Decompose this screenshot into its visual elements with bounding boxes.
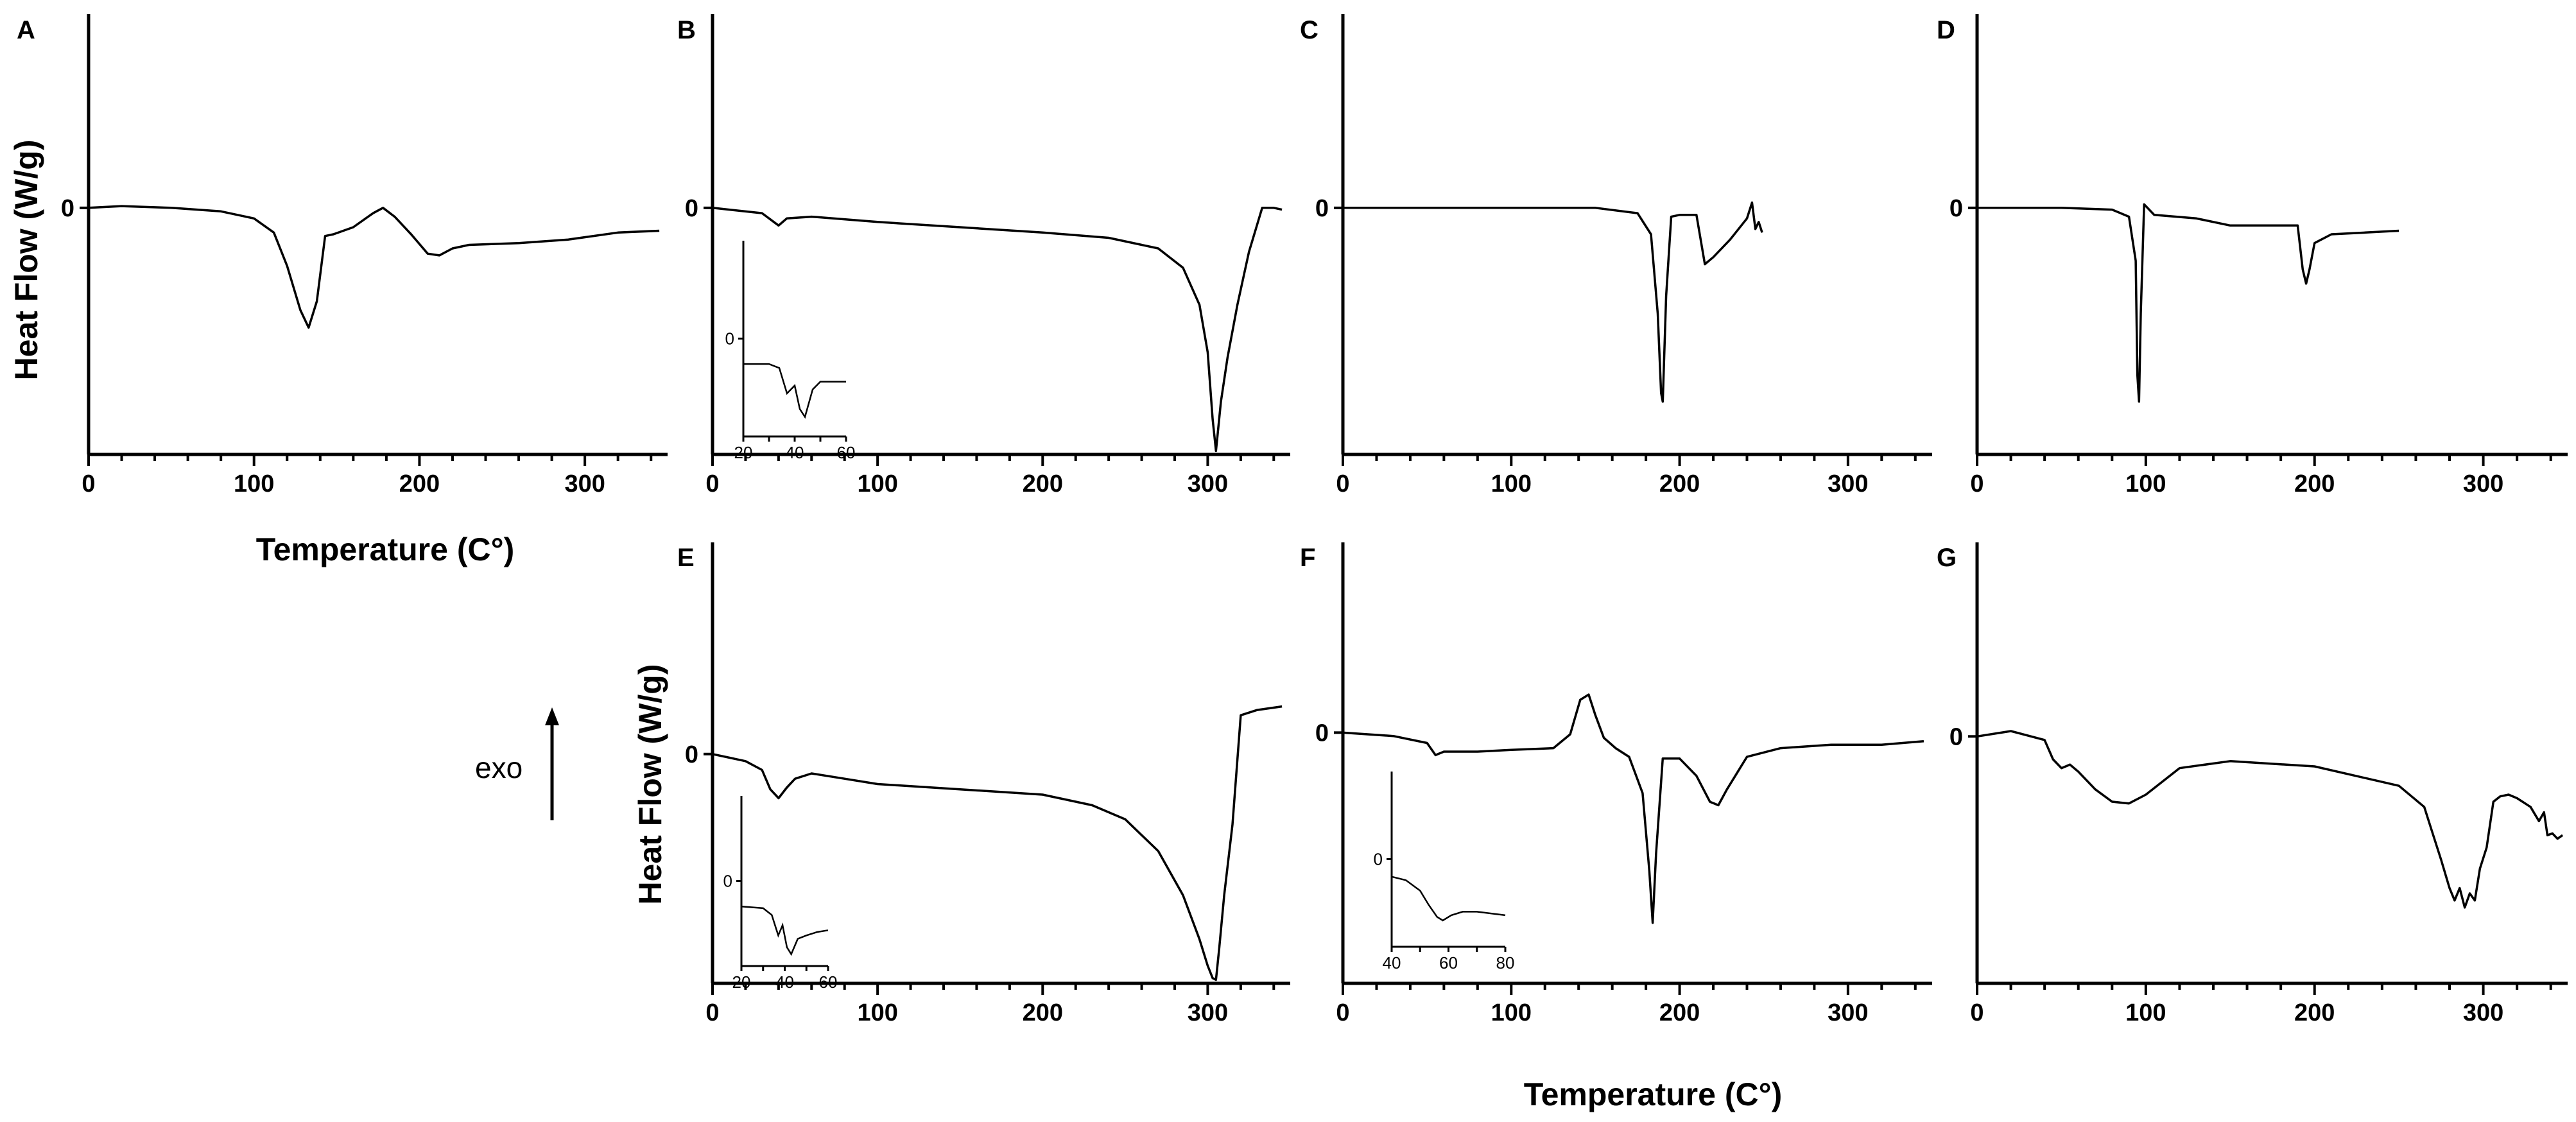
y-zero-label: 0 — [685, 195, 698, 222]
exo-label: exo — [475, 751, 523, 784]
heat-flow-curve — [88, 205, 660, 329]
x-tick-label: 100 — [2125, 999, 2166, 1026]
panel-a: A 0 0 100 200 300 — [17, 14, 668, 497]
inset-x-tick-label: 80 — [1496, 953, 1515, 972]
heat-flow-curve — [712, 207, 1283, 453]
x-tick-label: 200 — [399, 470, 440, 497]
x-tick-label: 100 — [1491, 470, 1532, 497]
inset-plot: 0 20 40 60 — [725, 241, 856, 462]
heat-flow-curve — [1977, 203, 2399, 403]
y-zero-label: 0 — [1949, 195, 1963, 222]
panel-f: F 0 0 100 200 300 0 40 60 80 — [1300, 542, 1932, 1026]
x-tick-label: 300 — [2463, 999, 2503, 1026]
inset-x-tick-label: 40 — [786, 443, 804, 462]
inset-x-tick-label: 60 — [837, 443, 856, 462]
inset-y-zero-label: 0 — [725, 329, 734, 349]
y-axis-title-bottom: Heat Flow (W/g) — [632, 664, 668, 905]
panel-b: B 0 0 100 200 300 0 20 40 60 — [677, 14, 1290, 497]
y-axis-title-top: Heat Flow (W/g) — [8, 140, 44, 381]
inset-plot: 0 20 40 60 — [723, 796, 838, 992]
x-tick-label: 200 — [1023, 470, 1063, 497]
y-zero-label: 0 — [1315, 720, 1329, 747]
x-tick-label: 0 — [82, 470, 95, 497]
inset-x-tick-label: 20 — [734, 443, 753, 462]
x-tick-label: 200 — [2294, 470, 2335, 497]
x-tick-label: 100 — [857, 470, 897, 497]
x-tick-label: 300 — [1188, 999, 1228, 1026]
x-tick-label: 0 — [705, 999, 719, 1026]
x-tick-label: 200 — [2294, 999, 2335, 1026]
heat-flow-curve — [1976, 730, 2564, 909]
inset-y-zero-label: 0 — [723, 872, 732, 891]
x-tick-label: 100 — [1491, 999, 1532, 1026]
x-tick-label: 100 — [234, 470, 274, 497]
panel-label: D — [1937, 16, 1955, 44]
heat-flow-curve — [712, 705, 1283, 981]
y-zero-label: 0 — [1315, 195, 1329, 222]
x-tick-label: 300 — [2463, 470, 2503, 497]
inset-heat-flow-curve — [741, 906, 829, 956]
x-tick-label: 200 — [1659, 470, 1700, 497]
panel-label: A — [17, 16, 35, 44]
x-tick-label: 300 — [564, 470, 605, 497]
panel-g: G 0 0 100 200 300 — [1937, 542, 2568, 1026]
panel-label: F — [1300, 544, 1315, 572]
x-tick-label: 300 — [1828, 470, 1868, 497]
inset-x-tick-label: 60 — [819, 972, 838, 992]
inset-plot: 0 40 60 80 — [1374, 772, 1515, 972]
inset-y-zero-label: 0 — [1374, 850, 1383, 869]
inset-x-tick-label: 40 — [1383, 953, 1401, 972]
panel-label: B — [677, 16, 696, 44]
panel-label: C — [1300, 16, 1318, 44]
panel-d: D 0 0 100 200 300 — [1937, 14, 2568, 497]
inset-x-tick-label: 40 — [775, 972, 794, 992]
x-axis-title-top: Temperature (C°) — [256, 531, 514, 567]
heat-flow-curve — [1342, 693, 1924, 924]
x-tick-label: 0 — [1970, 999, 1984, 1026]
y-zero-label: 0 — [61, 195, 74, 222]
inset-heat-flow-curve — [743, 363, 846, 419]
y-zero-label: 0 — [685, 741, 698, 768]
inset-heat-flow-curve — [1391, 876, 1506, 922]
x-tick-label: 0 — [1970, 470, 1984, 497]
exo-arrow-icon — [545, 707, 559, 820]
x-tick-label: 0 — [1336, 470, 1349, 497]
x-tick-label: 0 — [1336, 999, 1349, 1026]
x-tick-label: 300 — [1828, 999, 1868, 1026]
inset-x-tick-label: 20 — [732, 972, 751, 992]
x-tick-label: 200 — [1023, 999, 1063, 1026]
y-zero-label: 0 — [1949, 723, 1963, 750]
heat-flow-curve — [1343, 201, 1763, 403]
panel-e: E 0 0 100 200 300 0 20 40 60 — [677, 542, 1290, 1026]
inset-x-tick-label: 60 — [1439, 953, 1458, 972]
x-axis-title-bottom: Temperature (C°) — [1524, 1076, 1782, 1112]
x-tick-label: 200 — [1659, 999, 1700, 1026]
panel-label: E — [677, 544, 695, 572]
x-tick-label: 0 — [705, 470, 719, 497]
panel-label: G — [1937, 544, 1957, 572]
x-tick-label: 100 — [2125, 470, 2166, 497]
x-tick-label: 100 — [857, 999, 897, 1026]
x-tick-label: 300 — [1188, 470, 1228, 497]
panel-c: C 0 0 100 200 300 — [1300, 14, 1932, 497]
